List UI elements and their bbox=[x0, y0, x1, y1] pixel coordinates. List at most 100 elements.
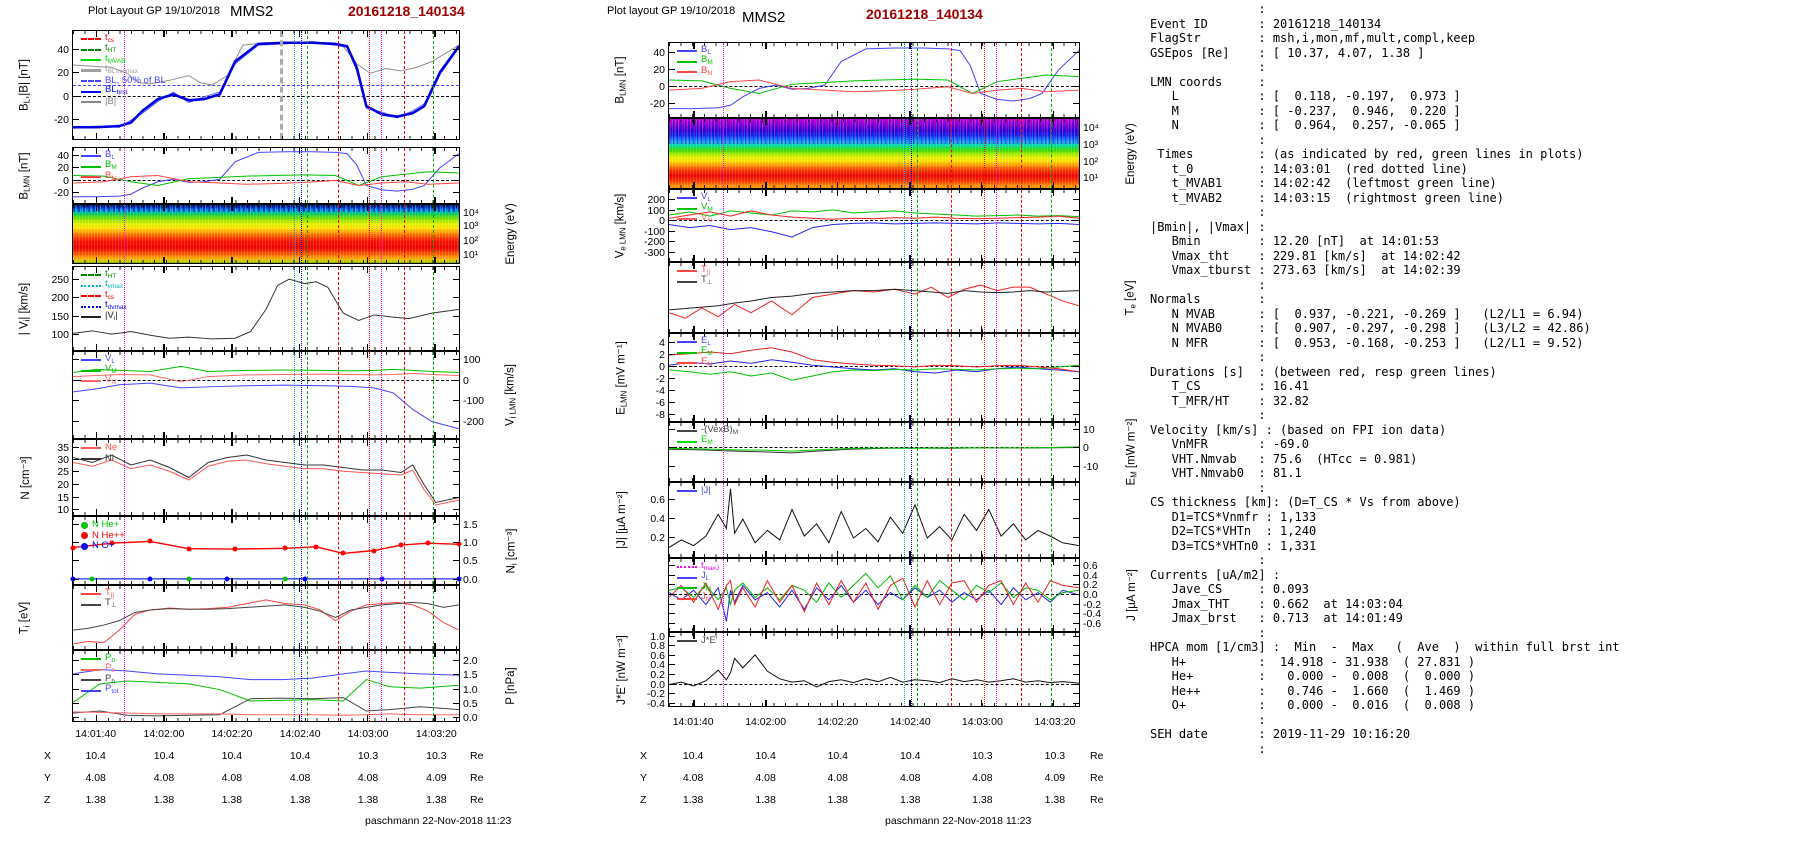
x-tick bbox=[1052, 182, 1055, 188]
x-tick bbox=[366, 267, 369, 273]
legend-label: tvmax bbox=[105, 278, 124, 291]
minor-ticks-top bbox=[669, 559, 1079, 562]
y-tick-label: 40 bbox=[57, 43, 69, 56]
y-tick bbox=[669, 402, 675, 403]
x-tick bbox=[765, 43, 767, 49]
time-marker bbox=[432, 352, 434, 438]
legend-item: Ne bbox=[81, 443, 117, 454]
x-tick bbox=[836, 423, 839, 429]
legend-item: BL bbox=[677, 44, 713, 57]
energy-tick-label: 10² bbox=[463, 234, 479, 247]
time-marker bbox=[300, 148, 302, 203]
x-tick bbox=[231, 133, 233, 139]
time-marker bbox=[1051, 423, 1053, 481]
coordinate-value: 1.38 bbox=[682, 794, 704, 806]
time-marker bbox=[338, 586, 340, 649]
coordinate-value: 4.08 bbox=[153, 772, 175, 784]
legend-item: EM bbox=[677, 346, 713, 359]
time-marker bbox=[403, 205, 405, 263]
y-tick-label: 20 bbox=[57, 479, 69, 491]
y-tick bbox=[1073, 85, 1079, 87]
y-tick bbox=[73, 278, 79, 280]
x-tick bbox=[366, 205, 369, 211]
legend-label: Pb bbox=[105, 651, 115, 664]
y-tick bbox=[453, 717, 459, 719]
legend-item: tmaxJ bbox=[677, 560, 719, 573]
jlmn-series-layer bbox=[669, 559, 1079, 631]
coordinate-unit: Re bbox=[1090, 794, 1104, 806]
time-marker bbox=[903, 483, 905, 557]
y-tick-label: 30 bbox=[57, 453, 69, 466]
energy-tick-label: 10³ bbox=[1083, 138, 1099, 151]
legend-item: N He+ bbox=[81, 520, 125, 531]
legend-label: BL bbox=[105, 148, 115, 161]
elmn-series-layer bbox=[669, 334, 1079, 421]
y-tick-label: -0.4 bbox=[1083, 608, 1102, 621]
x-tick bbox=[836, 190, 839, 196]
legend-label: VN bbox=[701, 211, 713, 224]
x-tick bbox=[909, 263, 911, 269]
blmn-axis-label: BLMN [nT] bbox=[18, 151, 32, 200]
y-tick-label: 0.5 bbox=[463, 555, 478, 568]
x-tick bbox=[298, 651, 301, 657]
y-tick bbox=[669, 537, 675, 539]
coordinate-value: 4.08 bbox=[85, 772, 106, 784]
legend-item: JN bbox=[677, 592, 719, 605]
x-tick bbox=[1052, 633, 1055, 639]
legend-line-sample bbox=[677, 362, 697, 365]
minor-ticks-bottom bbox=[669, 703, 1079, 706]
reference-line bbox=[73, 379, 459, 381]
time-marker bbox=[903, 190, 905, 261]
series-VL bbox=[73, 383, 459, 429]
coordinate-value: 10.3 bbox=[426, 750, 447, 762]
time-tick-label: 14:02:20 bbox=[211, 728, 253, 740]
x-tick bbox=[163, 352, 165, 358]
time-marker bbox=[380, 517, 382, 584]
legend-label: tcs bbox=[105, 31, 115, 44]
time-marker bbox=[403, 352, 405, 438]
left-plot-blmn: 40 20 0 -20 BLMN [nT] BL BM BN bbox=[18, 147, 460, 204]
coordinate-value: 10.3 bbox=[357, 750, 379, 762]
legend-label: T|| bbox=[701, 263, 711, 276]
legend-label: tMVAB bbox=[105, 52, 126, 65]
ion-espec-right-axis-label: Energy (eV) bbox=[505, 203, 517, 265]
jdote-series-layer bbox=[669, 633, 1079, 706]
y-tick bbox=[1073, 366, 1079, 367]
coordinate-row-Z: Z 1.38 1.38 1.38 1.38 1.38 1.38 Re bbox=[44, 794, 483, 808]
y-tick bbox=[1073, 603, 1079, 605]
x-tick bbox=[693, 423, 695, 429]
series-BL-burst bbox=[73, 43, 459, 128]
x-tick bbox=[980, 700, 983, 706]
x-tick bbox=[980, 182, 983, 188]
x-tick bbox=[693, 255, 695, 261]
x-tick bbox=[836, 111, 839, 117]
time-marker bbox=[983, 190, 985, 261]
x-tick bbox=[909, 334, 911, 340]
y-tick bbox=[73, 179, 79, 181]
data-point-N-Heplusplus bbox=[109, 540, 115, 546]
y-tick bbox=[1073, 390, 1079, 391]
time-marker bbox=[124, 440, 126, 515]
series-EM bbox=[669, 447, 1079, 451]
time-tick-label: 14:02:20 bbox=[817, 716, 859, 728]
x-tick bbox=[836, 182, 839, 188]
legend-label: VL bbox=[701, 190, 711, 203]
legend-label: Ne bbox=[105, 442, 118, 454]
data-point-N-Heplusplus bbox=[232, 546, 238, 552]
time-marker bbox=[306, 205, 308, 263]
time-marker bbox=[380, 267, 382, 350]
y-tick-label: 1.5 bbox=[463, 519, 478, 531]
ti-axis-label: Ti [eV] bbox=[18, 601, 32, 634]
middle-plot-jlmn: 0.6 0.4 0.2 0.0 -0.2 -0.4 -0.6 J [µA m⁻²] tmaxJ J… bbox=[668, 558, 1138, 632]
time-marker bbox=[917, 43, 919, 117]
y-tick-label: -200 bbox=[463, 415, 485, 428]
y-tick-label: -4 bbox=[655, 385, 665, 397]
time-marker bbox=[903, 119, 905, 188]
x-tick bbox=[95, 257, 98, 263]
y-tick bbox=[453, 524, 459, 525]
x-tick bbox=[163, 432, 165, 438]
x-tick bbox=[434, 257, 436, 263]
time-marker bbox=[1051, 43, 1053, 117]
y-tick bbox=[73, 484, 79, 485]
y-tick bbox=[1073, 251, 1079, 253]
